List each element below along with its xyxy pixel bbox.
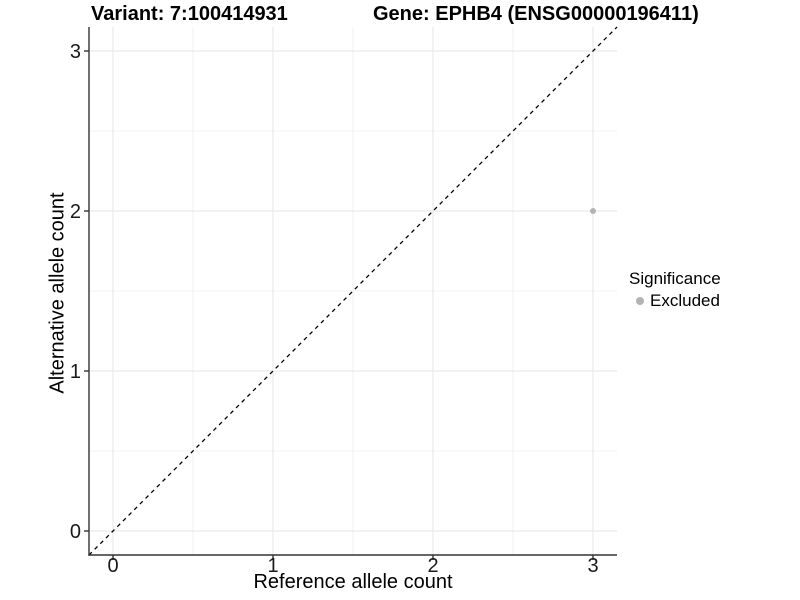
y-tick-label: 1 (70, 361, 81, 383)
x-tick-label: 0 (107, 555, 118, 577)
y-axis-title: Alternative allele count (46, 192, 69, 394)
data-point (590, 208, 596, 214)
x-tick-label: 1 (267, 555, 278, 577)
legend-title: Significance (629, 269, 721, 288)
gene-title: Gene: EPHB4 (ENSG00000196411) (373, 3, 699, 25)
x-tick-label: 2 (427, 555, 438, 577)
legend-item-label: Excluded (650, 291, 720, 310)
y-tick-label: 0 (70, 521, 81, 543)
y-tick-label: 3 (70, 41, 81, 63)
legend-marker-circle-icon (636, 296, 644, 305)
x-axis-title: Reference allele count (253, 571, 453, 593)
x-tick-label: 3 (587, 555, 598, 577)
y-tick-label: 2 (70, 201, 81, 223)
legend: Significance Excluded (629, 269, 721, 310)
variant-title: Variant: 7:100414931 (91, 3, 288, 25)
legend-item-excluded: Excluded (629, 291, 721, 310)
